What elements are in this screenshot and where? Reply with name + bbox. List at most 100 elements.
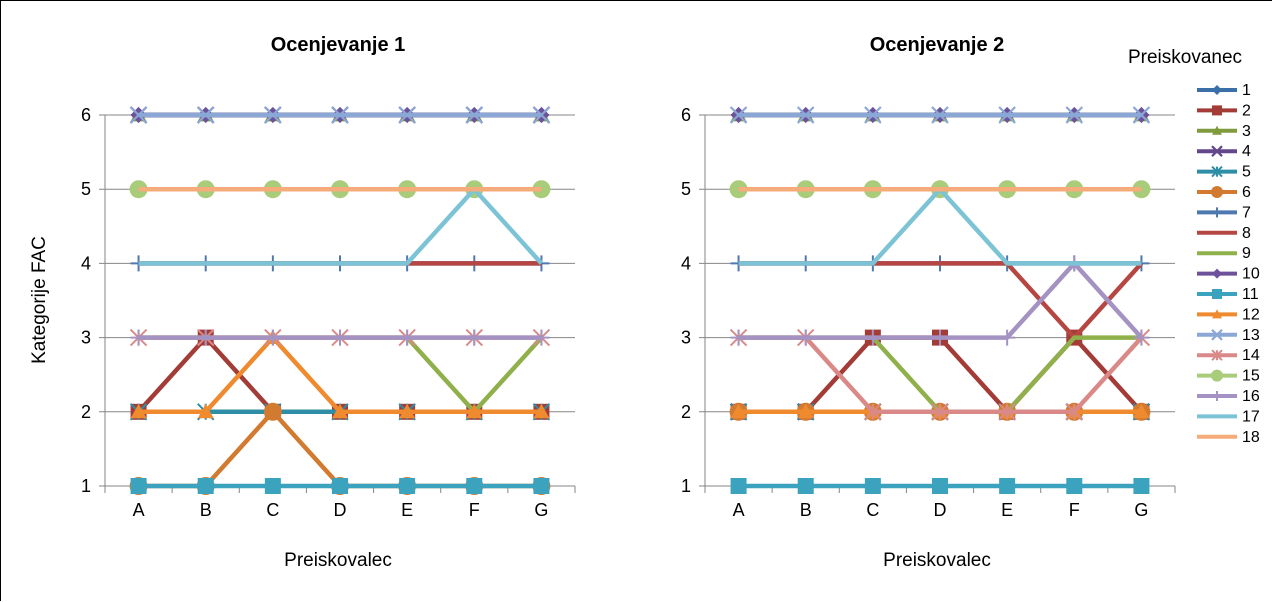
chart1-series-6-line [138,409,542,489]
chart2-xtick-label-G: G [1134,500,1148,520]
chart1-series-17 [138,186,544,266]
chart1: 1 2 3 4 5 6 A B C D E F G [81,105,576,520]
legend-label-7: 7 [1242,204,1251,221]
chart2-ytick-label-2: 2 [681,402,691,422]
chart2-series-2-line [738,335,1144,415]
legend-label-16: 16 [1242,388,1260,405]
chart2-series-13-point-B [796,106,815,124]
chart2-ytick-label-3: 3 [681,328,691,348]
legend-item-4: 4 [1197,143,1251,160]
chart2-series-14-line [738,335,1144,415]
chart2-series-11-point-D [932,478,948,494]
chart2-series-14-point-F [1065,403,1083,421]
chart2-series-17 [738,186,1142,266]
chart2-series-16-line [738,261,1144,340]
legend-label-10: 10 [1242,266,1260,283]
legend-label-5: 5 [1242,164,1251,181]
legend-item-11: 11 [1197,286,1259,303]
chart2-series-11-point-C [864,478,881,494]
legend-label-11: 11 [1242,286,1259,303]
legend-label-18: 18 [1242,429,1260,446]
chart1-series-16-point-D [332,329,348,346]
chart2-xtick-label-C: C [866,500,879,520]
chart1-series-11 [130,478,550,494]
chart1-ytick-label-4: 4 [81,253,91,273]
chart2-series-8 [738,261,1144,340]
chart1-xtick-label-B: B [200,500,212,520]
chart2-xtick-label-F: F [1069,500,1080,520]
chart2-xtick-label-A: A [733,500,745,520]
chart2-xtick-label-E: E [1001,500,1013,520]
legend-marker-10 [1212,268,1222,279]
legend-marker-1 [1212,85,1222,95]
chart1-series-13-point-C [264,106,282,124]
chart1-series-16-point-E [399,329,416,346]
chart1-series-11-point-E [399,478,416,494]
chart1-xtick-label-C: C [266,500,279,520]
chart2-series-13-point-F [1065,106,1084,124]
legend-marker-7 [1212,207,1222,218]
chart2-series-14-point-D [931,403,949,421]
chart1-series-12-point-B [197,403,214,419]
chart2-ytick-label-4: 4 [681,253,691,273]
legend-marker-6 [1211,186,1223,198]
chart1-ytick-label-2: 2 [81,402,91,422]
chart1-series-16-point-B [197,329,214,346]
chart1-series-11-point-C [264,478,281,494]
chart1-series-16 [130,329,550,346]
chart2-xtick-label-D: D [934,500,947,520]
chart2-series-12-point-B [797,403,814,419]
legend-label-8: 8 [1242,225,1251,242]
legend-label-9: 9 [1242,245,1251,262]
legend-marker-12 [1212,309,1222,319]
chart1-series-11-point-D [332,478,348,494]
legend-marker-13 [1211,329,1223,341]
chart2-series-9 [738,335,1142,415]
chart1-xtick-label-G: G [534,500,548,520]
legend-label-13: 13 [1242,327,1260,344]
chart2-series-13-point-A [729,106,748,124]
legend-label-4: 4 [1242,143,1251,160]
chart1-series-11-point-G [533,478,550,494]
chart1-series-17-line [138,186,544,266]
legend-marker-3 [1212,125,1222,135]
chart1-xtick-label-A: A [133,500,145,520]
chart1-series-13-point-F [465,106,484,124]
chart1-series-13-point-G [532,106,551,124]
chart1-xtick-label-D: D [334,500,347,520]
chart1-series-12-line [138,335,542,415]
chart2-series-13 [729,106,1151,124]
legend-marker-14 [1211,349,1223,361]
chart1-xtick-label-E: E [401,500,413,520]
legend-marker-11 [1212,289,1222,299]
chart1-series-11-point-F [466,478,483,494]
chart2-series-16-point-E [999,329,1016,346]
chart2-series-12-point-A [730,403,747,419]
chart2-series-12-point-G [1133,403,1150,419]
chart2-series-11-point-A [730,478,747,494]
chart1-ylabel: Kategorije FAC [29,236,50,364]
chart2-series-11-point-F [1066,478,1083,494]
legend-label-15: 15 [1242,368,1260,385]
chart1-ytick-label-3: 3 [81,328,91,348]
chart1-series-2-line [136,335,542,415]
chart1-series-12-point-F [466,403,483,419]
chart2-series-11 [730,478,1150,494]
legend-item-6: 6 [1197,184,1251,201]
legend-item-1: 1 [1197,82,1251,99]
legend-item-13: 13 [1197,327,1260,344]
legend-marker-15 [1211,369,1223,382]
chart1-series-16-point-A [130,329,147,346]
chart1-series-11-point-A [130,478,147,494]
legend-item-8: 8 [1197,225,1251,242]
legend-label-14: 14 [1242,347,1260,364]
chart2-series-14-point-E [998,403,1016,421]
chart1-series-12-point-A [130,403,147,419]
legend-item-3: 3 [1197,123,1251,140]
chart1-series-12-point-D [332,403,348,419]
chart2-series-13-point-D [931,106,949,124]
legend-item-17: 17 [1197,408,1260,425]
chart1-series-13-point-B [196,106,215,124]
chart1-series-16-point-G [533,329,550,346]
